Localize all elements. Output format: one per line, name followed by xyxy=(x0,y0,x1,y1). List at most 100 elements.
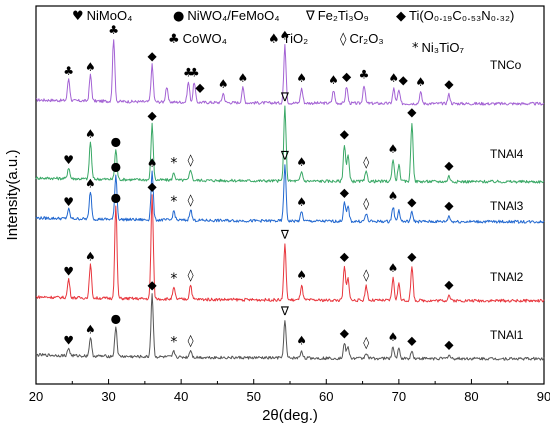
series-traces xyxy=(35,39,545,361)
phase-marker: ♥ xyxy=(63,195,74,209)
x-axis: 20 30 40 50 60 70 80 90 xyxy=(29,379,550,404)
phase-marker: ♠ xyxy=(388,71,399,85)
phase-marker: ● xyxy=(111,311,121,325)
phase-marker: ♣ xyxy=(359,68,370,82)
trace-tnal1 xyxy=(35,293,545,361)
legend-label: CoWO₄ xyxy=(183,31,227,46)
series-label-tnal4: TNAl4 xyxy=(490,147,524,161)
legend-symbol: ♣ xyxy=(168,32,180,47)
phase-marker: ◊ xyxy=(363,268,369,282)
phase-marker: ◆ xyxy=(340,326,350,340)
legend-entry: ♠ TiO₂ xyxy=(268,31,308,47)
legend-label: Cr₂O₃ xyxy=(349,31,383,46)
legend-entry: ♥ NiMoO₄ xyxy=(72,8,132,24)
phase-marker: ◆ xyxy=(340,127,350,141)
phase-marker: ♠ xyxy=(85,60,96,74)
phase-marker: ♠ xyxy=(296,71,307,85)
phase-marker: ∇ xyxy=(280,90,290,104)
phase-marker: ♥ xyxy=(63,265,74,279)
x-tick-label: 20 xyxy=(29,389,43,404)
x-tick-label: 50 xyxy=(246,389,260,404)
x-tick-label: 70 xyxy=(392,389,406,404)
phase-marker: ♠ xyxy=(147,156,158,170)
phase-marker: ◆ xyxy=(147,179,157,193)
series-label-tnco: TNCo xyxy=(490,58,522,72)
legend-symbol: ♥ xyxy=(72,9,84,24)
legend-entry: * Ni₃TiO₇ xyxy=(412,40,465,56)
legend-label: Ti(O₀.₁₉C₀.₅₃N₀.₃₂) xyxy=(409,8,514,23)
phase-markers: ♣ ♠♣◆♣♣◆ ♠ ♠♠♠ ♠ ◆ ♣ ♠ ◆ ♠ ◆♥♠●◆* ◊∇♠◆◊♠◆◆♥♠● ♠* ◊∇♠◆… xyxy=(63,23,454,351)
phase-marker: ∇ xyxy=(280,304,290,318)
phase-marker: ◆ xyxy=(407,250,417,264)
legend-symbol: ♠ xyxy=(268,32,280,47)
phase-marker: ♠ xyxy=(296,195,307,209)
trace-tnal4 xyxy=(35,105,545,184)
phase-marker: ♠ xyxy=(296,268,307,282)
phase-marker: ● xyxy=(111,134,121,148)
phase-marker: ● xyxy=(111,160,121,174)
legend-symbol: ∇ xyxy=(305,9,315,24)
legend-label: NiWO₄/FeMoO₄ xyxy=(187,8,279,23)
legend-entry: ◊ Cr₂O₃ xyxy=(340,31,384,47)
phase-marker: ♠ xyxy=(85,127,96,141)
x-tick-label: 60 xyxy=(319,389,333,404)
phase-marker: ◊ xyxy=(188,193,194,207)
phase-marker: ◆ xyxy=(407,195,417,209)
series-label-tnal1: TNAl1 xyxy=(490,328,524,342)
phase-marker: ◆ xyxy=(444,277,454,291)
legend-symbol: ◊ xyxy=(340,32,347,47)
x-tick-label: 90 xyxy=(537,389,550,404)
phase-marker: ♥ xyxy=(63,334,74,348)
phase-marker: ◊ xyxy=(188,153,194,167)
phase-marker: ◊ xyxy=(363,197,369,211)
phase-marker: * xyxy=(170,334,177,350)
phase-marker: ◆ xyxy=(147,49,157,63)
phase-marker: ♠ xyxy=(388,330,399,344)
legend-label: Ni₃TiO₇ xyxy=(422,40,465,55)
legend-label: Fe₂Ti₃O₉ xyxy=(318,8,369,23)
legend-symbol: ● xyxy=(173,9,184,24)
phase-marker: * xyxy=(170,271,177,287)
legend-label: TiO₂ xyxy=(283,31,309,46)
phase-marker: ♣ xyxy=(183,66,194,80)
phase-marker: ◆ xyxy=(399,73,409,87)
phase-marker: ♠ xyxy=(388,261,399,275)
phase-marker: ◆ xyxy=(407,105,417,119)
phase-marker: ♠ xyxy=(85,323,96,337)
phase-marker: ◆ xyxy=(195,80,205,94)
phase-marker: ♠ xyxy=(280,29,291,43)
phase-marker: ◆ xyxy=(444,77,454,91)
phase-marker: ◊ xyxy=(188,334,194,348)
legend-entry: ∇ Fe₂Ti₃O₉ xyxy=(305,8,369,24)
phase-marker: ◆ xyxy=(444,198,454,212)
legend: ♥ NiMoO₄ ● NiWO₄/FeMoO₄ ∇ Fe₂Ti₃O₉ ◆ Ti(O₀.₁₉C₀… xyxy=(72,8,514,56)
phase-marker: ◆ xyxy=(444,337,454,351)
y-axis-title: Intensity(a.u.) xyxy=(4,150,21,241)
phase-marker: ♠ xyxy=(218,77,229,91)
legend-label: NiMoO₄ xyxy=(87,8,133,23)
phase-marker: ◆ xyxy=(407,334,417,348)
phase-marker: ◆ xyxy=(444,158,454,172)
phase-marker: ♣ xyxy=(108,23,119,37)
phase-marker: ◆ xyxy=(340,250,350,264)
phase-marker: ♠ xyxy=(85,176,96,190)
phase-marker: ♣ xyxy=(63,64,74,78)
legend-symbol: * xyxy=(412,41,419,56)
phase-marker: ♣ xyxy=(189,66,200,80)
phase-marker: ◊ xyxy=(363,335,369,349)
phase-marker: ♥ xyxy=(63,153,74,167)
phase-marker: ◆ xyxy=(342,69,352,83)
legend-entry: ◆ Ti(O₀.₁₉C₀.₅₃N₀.₃₂) xyxy=(396,8,514,24)
trace-tnal3 xyxy=(35,164,545,224)
phase-marker: ♠ xyxy=(296,334,307,348)
phase-marker: ● xyxy=(111,191,121,205)
phase-marker: ♠ xyxy=(85,250,96,264)
legend-entry: ● NiWO₄/FeMoO₄ xyxy=(173,8,280,24)
phase-marker: ◆ xyxy=(147,278,157,292)
phase-marker: ◊ xyxy=(363,155,369,169)
phase-marker: ♠ xyxy=(328,73,339,87)
phase-marker: ♠ xyxy=(415,75,426,89)
phase-marker: ◊ xyxy=(188,268,194,282)
x-axis-title: 2θ(deg.) xyxy=(262,407,318,424)
